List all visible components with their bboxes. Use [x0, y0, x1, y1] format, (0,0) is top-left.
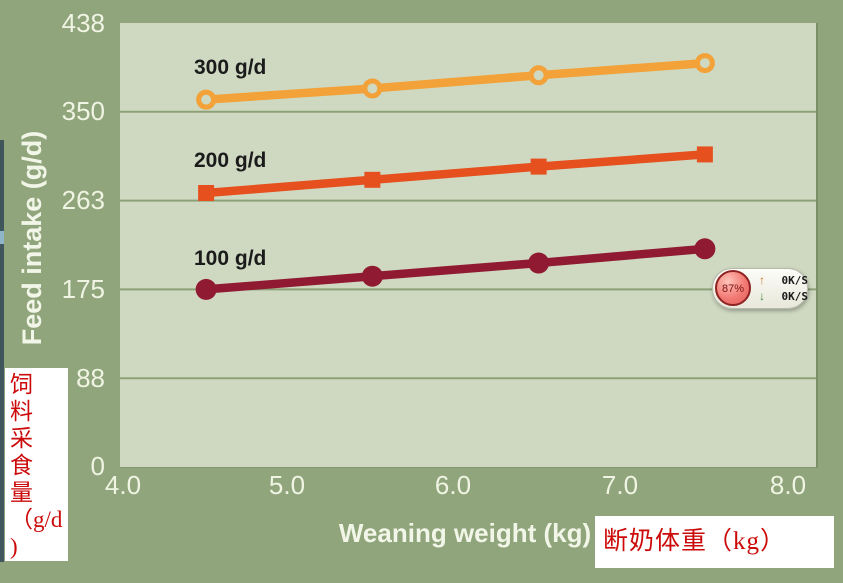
bottom-caption-box: 断奶体重（kg）	[595, 516, 834, 568]
series-marker	[195, 278, 217, 300]
series-line	[205, 150, 706, 198]
x-tick-6: 6.0	[434, 470, 472, 500]
x-tick-5: 5.0	[268, 470, 306, 500]
y-tick-88: 88	[76, 363, 105, 393]
x-axis-title: Weaning weight (kg)	[338, 518, 592, 548]
series-marker	[198, 184, 215, 201]
series-label-200: 200 g/d	[194, 149, 267, 172]
network-monitor-widget[interactable]: 87% ↑ 0K/S ↓ 0K/S	[712, 268, 808, 309]
series-marker	[196, 89, 217, 110]
x-tick-7: 7.0	[601, 470, 639, 500]
plot-svg	[120, 53, 816, 380]
series-marker	[696, 146, 713, 163]
y-tick-350: 350	[61, 96, 105, 126]
series-marker	[528, 65, 549, 86]
series-marker	[361, 265, 383, 287]
upload-row: ↑ 0K/S	[755, 272, 808, 288]
series-line	[205, 244, 706, 294]
left-caption-line: 采	[10, 426, 33, 451]
left-caption-box: 饲 料 采 食 量 （g/d )	[5, 368, 68, 561]
series-label-300: 300 g/d	[194, 56, 267, 79]
left-caption-line: （g/d	[10, 507, 63, 532]
series-line	[205, 58, 706, 104]
y-tick-0: 0	[90, 451, 105, 481]
download-speed: 0K/S	[781, 290, 808, 303]
left-caption-line: 料	[10, 399, 33, 424]
network-speed-rows: ↑ 0K/S ↓ 0K/S	[755, 272, 808, 304]
upload-speed: 0K/S	[781, 274, 808, 287]
x-tick-4: 4.0	[104, 470, 142, 500]
y-tick-438: 438	[61, 8, 105, 38]
memory-percent-ball[interactable]: 87%	[715, 270, 751, 306]
left-caption-line: )	[10, 534, 18, 559]
left-caption-line: 饲	[10, 372, 33, 397]
download-arrow-icon: ↓	[759, 289, 765, 303]
left-caption-line: 食	[10, 453, 33, 478]
series-marker	[362, 78, 383, 99]
x-tick-8: 8.0	[769, 470, 807, 500]
series-label-100: 100 g/d	[194, 247, 267, 270]
series-marker	[694, 238, 716, 260]
left-caption-line: 量	[10, 480, 33, 505]
y-axis-title: Feed intake (g/d)	[17, 130, 47, 346]
window-left-edge-notch	[0, 231, 4, 244]
series-marker	[694, 53, 715, 74]
series-marker	[364, 171, 381, 188]
upload-arrow-icon: ↑	[759, 273, 765, 287]
series-marker	[528, 252, 550, 274]
bottom-caption-text: 断奶体重（kg）	[603, 528, 787, 555]
download-row: ↓ 0K/S	[755, 288, 808, 304]
plot-area	[120, 23, 818, 468]
window-left-edge	[0, 140, 4, 562]
series-marker	[530, 158, 547, 175]
y-tick-263: 263	[61, 185, 105, 215]
y-tick-175: 175	[61, 274, 105, 304]
